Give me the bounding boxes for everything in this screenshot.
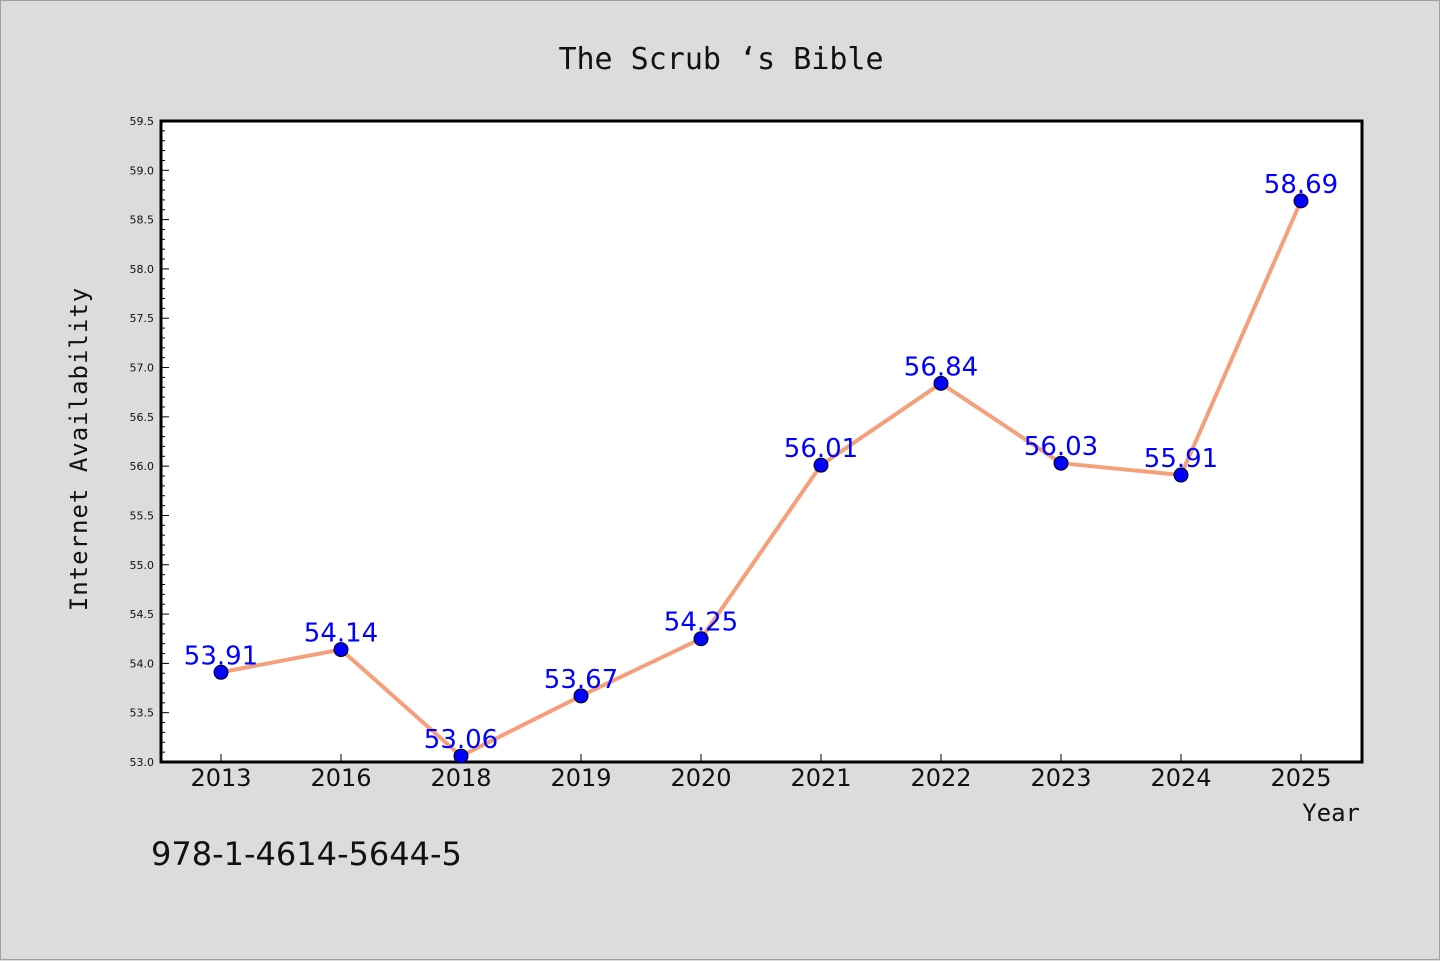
y-tick-label: 59.0: [130, 164, 155, 177]
data-point: [213, 664, 229, 680]
x-tick-label: 2020: [670, 764, 731, 792]
y-tick-label: 58.0: [130, 263, 155, 276]
y-tick-label: 54.0: [130, 657, 155, 670]
x-tick-label: 2024: [1150, 764, 1211, 792]
y-axis-label: Internet Availability: [65, 287, 93, 611]
x-tick-label: 2025: [1270, 764, 1331, 792]
x-axis-label: Year: [1302, 799, 1360, 827]
isbn-text: 978-1-4614-5644-5: [151, 835, 462, 873]
data-point: [1293, 193, 1309, 209]
x-tick-label: 2021: [790, 764, 851, 792]
x-tick-label: 2018: [430, 764, 491, 792]
data-label: 56.84: [904, 352, 978, 382]
plot-area: [159, 119, 1364, 764]
chart-title: The Scrub ‘s Bible: [558, 42, 883, 77]
y-tick-label: 53.0: [130, 756, 155, 769]
series-polyline: [219, 198, 1303, 759]
y-tick-label: 57.0: [130, 362, 155, 375]
data-points: [213, 193, 1309, 764]
data-point: [573, 688, 589, 704]
data-label: 58.69: [1264, 170, 1338, 200]
data-label: 53.06: [424, 725, 498, 755]
x-tick-label: 2023: [1030, 764, 1091, 792]
x-tick-label: 2013: [190, 764, 251, 792]
data-point: [933, 375, 949, 391]
data-label: 53.67: [544, 665, 618, 695]
x-tick-label: 2022: [910, 764, 971, 792]
data-label: 56.01: [784, 434, 858, 464]
data-point: [1173, 467, 1189, 483]
y-tick-label: 53.5: [130, 707, 155, 720]
x-tick-label: 2019: [550, 764, 611, 792]
y-tick-label: 55.5: [130, 509, 155, 522]
y-tick-label: 59.5: [130, 115, 155, 128]
data-label: 55.91: [1144, 444, 1218, 474]
data-label: 54.25: [664, 608, 738, 638]
x-tick-label: 2016: [310, 764, 371, 792]
series-line: [219, 198, 1303, 759]
data-point: [813, 457, 829, 473]
y-tick-label: 56.0: [130, 460, 155, 473]
data-point: [333, 642, 349, 658]
data-label: 53.91: [184, 641, 258, 671]
y-tick-label: 56.5: [130, 411, 155, 424]
data-point: [453, 748, 469, 764]
data-label: 56.03: [1024, 432, 1098, 462]
x-axis: 2013 2016 2018 2019 2020 2021 2022 2023 2024 2025: [190, 754, 1332, 792]
y-axis: 53.0 53.5 54.0 54.5 55.0 55.5 56.0 56.5 57.0 57.5…: [130, 115, 169, 769]
y-tick-label: 57.5: [130, 312, 155, 325]
data-point: [693, 631, 709, 647]
y-tick-label: 55.0: [130, 559, 155, 572]
data-point: [1053, 455, 1069, 471]
data-labels: 53.91 54.14 53.06 53.67 54.25 56.01 56.84 56.03…: [184, 170, 1338, 755]
y-tick-label: 54.5: [130, 608, 155, 621]
data-label: 54.14: [304, 619, 378, 649]
y-tick-label: 58.5: [130, 214, 155, 227]
